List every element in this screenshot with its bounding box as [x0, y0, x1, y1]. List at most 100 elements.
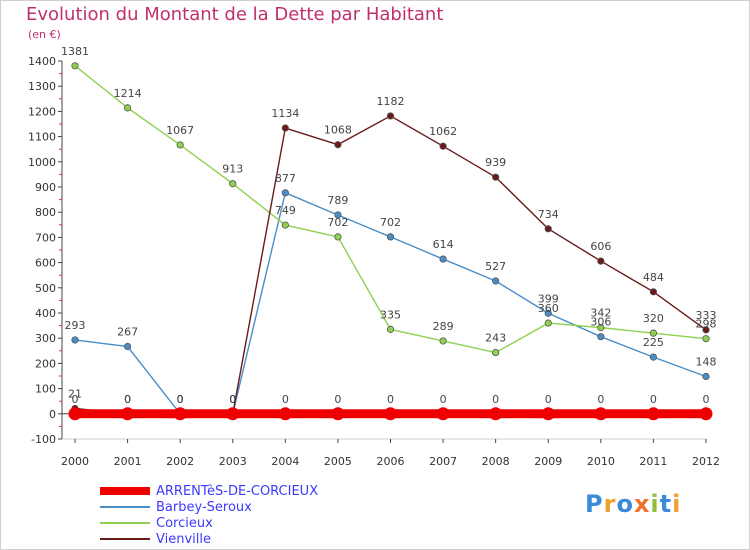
data-label: 0: [229, 393, 236, 406]
y-tick-label: 100: [35, 383, 56, 396]
data-point: [594, 407, 608, 421]
data-point: [71, 336, 79, 344]
data-point: [492, 173, 500, 181]
data-point: [544, 309, 552, 317]
chart-title: Evolution du Montant de la Dette par Hab…: [26, 4, 444, 25]
data-label: 148: [696, 356, 717, 369]
y-tick-label: 0: [49, 408, 56, 421]
data-point: [229, 180, 237, 188]
legend-swatch: [100, 522, 150, 524]
data-point: [281, 189, 289, 197]
data-point: [123, 104, 132, 112]
legend-swatch: [100, 487, 150, 495]
data-point: [71, 62, 79, 70]
data-point: [646, 407, 660, 421]
data-point: [439, 255, 447, 263]
logo-letter: r: [603, 490, 617, 518]
data-point: [121, 407, 135, 421]
data-label: 0: [72, 393, 79, 406]
data-label: 1068: [324, 124, 352, 137]
data-point: [331, 407, 345, 421]
data-label: 0: [440, 393, 447, 406]
series-line-3: [74, 115, 707, 415]
x-tick-label: 2006: [377, 455, 405, 468]
y-tick-label: 1100: [28, 131, 56, 144]
data-point: [702, 335, 710, 343]
data-labels: 293 267 0 0 877 789 702 614 527 399 306 225 148 1381 1…: [61, 45, 717, 406]
logo-letter: i: [672, 490, 682, 518]
data-label: 0: [282, 393, 289, 406]
data-point: [649, 353, 658, 361]
x-tick-label: 2009: [534, 455, 562, 468]
data-label: 0: [124, 393, 131, 406]
logo-letter: i: [650, 490, 660, 518]
data-point: [544, 225, 552, 233]
data-label: 527: [485, 260, 506, 273]
data-point: [334, 233, 342, 241]
data-label: 0: [650, 393, 657, 406]
data-point: [597, 257, 605, 265]
data-label: 289: [433, 320, 454, 333]
data-point: [702, 372, 710, 381]
series-layer: [68, 62, 713, 421]
data-point: [278, 407, 292, 421]
data-label: 0: [545, 393, 552, 406]
data-label: 749: [275, 204, 296, 217]
y-tick-label: 500: [35, 282, 56, 295]
data-point: [173, 407, 187, 421]
data-label: 1182: [377, 95, 405, 108]
data-point: [541, 407, 555, 421]
data-label: 1381: [61, 45, 89, 58]
axes: -100010020030040050060070080090010001100…: [28, 55, 720, 468]
data-label: 913: [222, 163, 243, 176]
data-point: [649, 288, 658, 296]
data-label: 0: [597, 393, 604, 406]
y-tick-label: 700: [35, 231, 56, 244]
x-tick-label: 2007: [429, 455, 457, 468]
data-label: 789: [327, 194, 348, 207]
data-point: [544, 319, 552, 327]
logo-letter: P: [585, 490, 604, 518]
data-label: 1062: [429, 125, 457, 138]
data-point: [386, 112, 395, 120]
data-label: 1214: [114, 87, 142, 100]
data-point: [176, 141, 184, 149]
data-point: [226, 407, 240, 421]
proxiti-logo: Proxiti: [585, 490, 681, 518]
y-tick-label: 300: [35, 332, 56, 345]
data-label: 0: [334, 393, 341, 406]
data-point: [334, 141, 342, 149]
data-point: [123, 342, 132, 351]
logo-letter: t: [659, 490, 673, 518]
y-tick-label: 1400: [28, 55, 56, 68]
data-label: 320: [643, 312, 664, 325]
y-tick-label: 900: [35, 181, 56, 194]
data-point: [436, 407, 450, 421]
data-point: [281, 221, 289, 229]
data-point: [492, 348, 500, 357]
data-label: 1134: [271, 107, 299, 120]
legend-swatch: [100, 506, 150, 508]
data-point: [699, 407, 713, 421]
data-point: [384, 407, 397, 421]
unit-label: (en €): [28, 28, 61, 41]
data-label: 0: [177, 393, 184, 406]
legend-label: ARRENTèS-DE-CORCIEUX: [156, 484, 319, 499]
data-label: 333: [696, 309, 717, 322]
logo-letter: o: [616, 490, 634, 518]
data-label: 0: [703, 393, 710, 406]
data-point: [439, 142, 447, 150]
data-point: [649, 329, 658, 337]
x-tick-label: 2004: [271, 455, 299, 468]
data-label: 243: [485, 332, 506, 345]
legend-swatch: [100, 538, 150, 540]
data-label: 1067: [166, 124, 194, 137]
data-label: 702: [327, 216, 348, 229]
data-label: 21: [68, 388, 82, 401]
data-label: 267: [117, 326, 138, 339]
data-label: 0: [387, 393, 394, 406]
data-label: 484: [643, 271, 664, 284]
data-label: 606: [590, 240, 611, 253]
data-point: [68, 407, 82, 421]
